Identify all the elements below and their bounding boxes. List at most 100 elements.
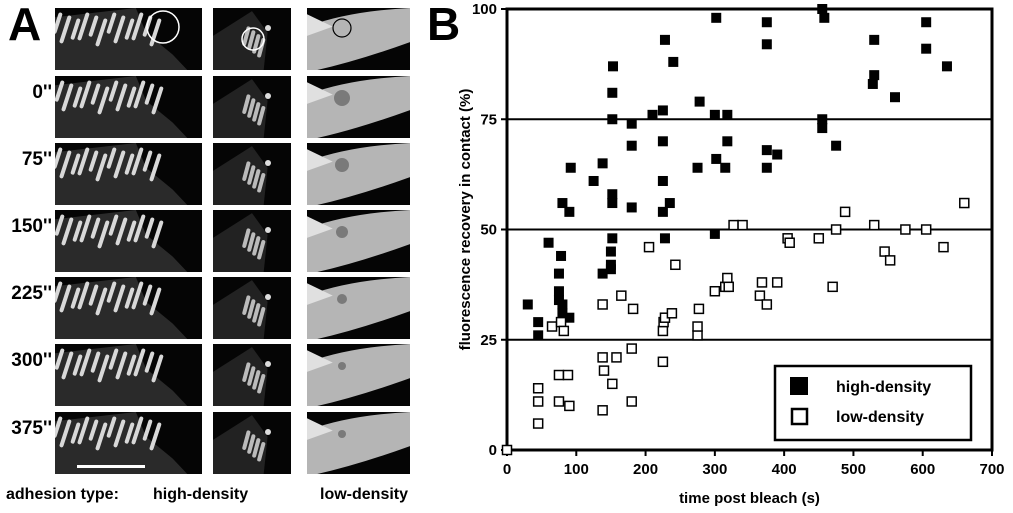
point-low-density [553,396,565,407]
micrograph-tile [55,277,202,339]
point-low-density [723,281,734,293]
micrograph-tile [307,344,410,406]
legend-label-low-density: low-density [836,409,924,426]
point-low-density [728,219,739,231]
point-low-density [868,219,880,231]
point-low-density [756,277,768,288]
point-high-density [553,286,564,297]
point-high-density [720,162,731,173]
point-high-density [522,299,533,310]
point-high-density [657,175,668,186]
point-low-density [501,444,513,456]
point-high-density [819,12,830,23]
point-high-density [772,149,783,160]
point-high-density [921,17,932,28]
point-high-density [817,114,828,125]
x-tick-label: 0 [503,461,511,478]
point-low-density [546,321,558,332]
micrograph-tile [55,344,202,406]
point-high-density [533,317,544,328]
point-high-density [694,96,705,107]
micrograph-tile [307,143,410,205]
point-low-density [643,241,655,253]
time-label: 300'' [11,350,52,371]
point-high-density [564,206,575,217]
x-tick-label: 500 [841,461,866,478]
point-high-density [761,39,772,50]
point-low-density [884,255,896,266]
legend: high-density low-density [773,364,973,442]
point-low-density [839,206,851,218]
point-low-density [693,303,705,315]
point-low-density [771,277,783,288]
point-high-density [607,189,618,200]
point-high-density [557,308,568,319]
point-low-density [692,321,703,332]
point-low-density [626,396,637,407]
y-axis-ticks: 0 25 50 75 100 [472,1,507,459]
point-high-density [657,105,668,116]
x-tick-label: 400 [772,461,797,478]
point-high-density [869,34,880,45]
point-high-density [692,162,703,173]
point-high-density [533,330,544,341]
time-label: 0'' [32,82,52,103]
point-high-density [557,198,568,209]
point-low-density [616,290,627,301]
point-high-density [605,259,616,270]
x-tick-label: 600 [910,461,935,478]
micrograph-tile [55,8,202,70]
point-high-density [607,198,618,209]
point-high-density [626,202,637,213]
time-label: 75'' [21,149,52,170]
point-low-density [564,400,575,412]
time-label: 375'' [11,418,52,439]
point-low-density [830,224,842,235]
y-tick-label: 50 [480,222,497,239]
point-high-density [657,206,668,217]
legend-label-high-density: high-density [836,379,931,396]
point-high-density [941,61,952,72]
point-low-density [737,219,748,231]
point-low-density [598,365,610,376]
x-tick-label: 200 [633,461,658,478]
point-low-density [827,281,838,293]
point-high-density [553,268,564,279]
x-axis-title: time post bleach (s) [679,490,820,507]
y-tick-label: 100 [472,1,497,18]
column-label-high-density: high-density [153,486,249,503]
point-high-density [607,114,618,125]
point-high-density [605,246,616,257]
reference-lines [507,118,992,341]
point-high-density [607,87,618,98]
point-high-density [626,140,637,151]
time-label: 150'' [11,216,52,237]
point-low-density [709,285,721,297]
legend-marker-low-density [790,407,809,426]
point-high-density [709,109,720,120]
adhesion-type-label: adhesion type: [6,486,119,503]
point-low-density [532,396,544,407]
point-low-density [784,237,795,248]
point-high-density [709,228,720,239]
point-high-density [831,140,842,151]
point-low-density [611,352,622,363]
point-high-density [556,250,567,261]
point-high-density [659,34,670,45]
point-low-density [553,369,565,381]
point-high-density [626,118,637,129]
point-high-density [543,237,554,248]
column-label-low-density: low-density [320,486,409,503]
point-high-density [867,78,878,89]
point-low-density [532,383,544,394]
micrograph-tile [213,143,291,205]
point-low-density [754,290,766,301]
micrograph-tile [307,8,410,70]
micrograph-tile [213,76,291,138]
point-low-density [959,197,970,209]
micrograph-tile [307,412,410,474]
point-low-density [532,418,544,429]
x-tick-label: 700 [979,461,1004,478]
point-low-density [597,405,608,416]
